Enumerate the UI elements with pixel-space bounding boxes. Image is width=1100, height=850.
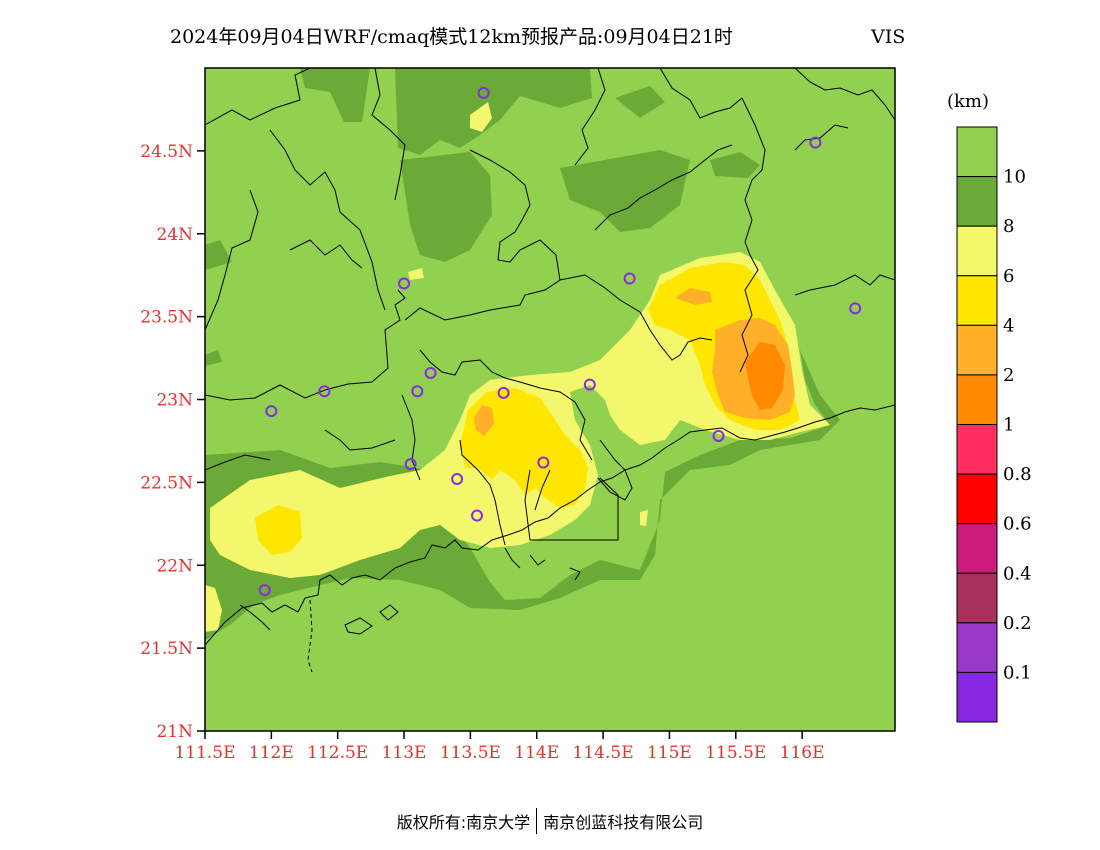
station-marker [471,509,484,522]
station-marker [265,405,278,418]
y-tick-label: 21.5N [140,639,193,659]
legend-label: 0.4 [1003,563,1032,584]
y-tick-label: 23.5N [140,308,193,328]
vis-1km-zones [745,342,785,410]
legend-swatch [956,324,998,376]
legend-swatch [956,572,998,624]
footer-separator [536,808,538,834]
y-tick-label: 24.5N [140,142,193,162]
legend-swatch [956,275,998,326]
station-marker [318,385,331,398]
legend-label: 6 [1003,266,1014,287]
station-marker [398,277,411,290]
x-tick-label: 112E [249,743,294,763]
legend-label: 8 [1003,216,1014,237]
legend-swatch [956,671,998,723]
station-marker [537,456,550,469]
x-tick-label: 114E [514,743,559,763]
station-marker [411,385,424,398]
station-marker [497,386,510,399]
station-marker [623,272,636,285]
legend-label: 0.1 [1003,662,1032,683]
station-marker [477,86,490,99]
legend-label: 2 [1003,365,1014,386]
legend-swatch [956,176,998,227]
legend-label: 0.8 [1003,464,1032,485]
legend-swatch [956,523,998,574]
y-tick-label: 22.5N [140,473,193,493]
legend-label: 0.6 [1003,514,1032,535]
station-marker [583,378,596,391]
x-tick-label: 112.5E [307,743,368,763]
longitude-axis: 111.5E 112E 112.5E 113E 113.5E 114E 114.5E 115E… [174,731,825,763]
legend-unit: (km) [947,91,989,112]
coastline [205,404,895,673]
legend-swatch [956,126,998,178]
legend-swatch [956,374,998,425]
station-markers [258,86,862,597]
station-marker [712,429,725,442]
admin-boundaries [205,68,895,546]
station-marker [404,458,417,471]
x-tick-label: 111.5E [174,743,235,763]
latitude-axis: 24.5N 24N 23.5N 23N 22.5N 22N 21.5N 21N [140,142,205,742]
legend-label: 10 [1003,167,1026,188]
copyright-footer: 版权所有:南京大学 南京创蓝科技有限公司 [0,808,1100,834]
x-tick-label: 113E [382,743,427,763]
legend-label: 0.2 [1003,613,1032,634]
y-tick-label: 24N [156,225,193,245]
station-marker [451,473,464,486]
y-tick-label: 21N [156,722,193,742]
station-marker [849,302,862,315]
map-panel [205,68,895,731]
figure-title: 2024年09月04日WRF/cmaq模式12km预报产品:09月04日21时 [170,26,733,48]
vis-8km-zones [205,68,840,640]
station-marker [809,136,822,149]
station-marker [424,366,437,379]
colorbar-legend: 10 8 6 4 2 1 0.8 0.6 0.4 0.2 0.1 [956,126,1032,723]
legend-swatch [956,473,998,525]
x-tick-label: 116E [780,743,825,763]
x-tick-label: 114.5E [573,743,634,763]
copyright-right: 南京创蓝科技有限公司 [543,813,704,832]
x-tick-label: 115.5E [705,743,766,763]
legend-label: 4 [1003,315,1014,336]
legend-swatch [956,622,998,673]
y-tick-label: 22N [156,556,193,576]
legend-label: 1 [1003,415,1014,436]
x-tick-label: 115E [647,743,692,763]
copyright-left: 版权所有:南京大学 [396,813,531,832]
x-tick-label: 113.5E [440,743,501,763]
y-tick-label: 23N [156,391,193,411]
legend-swatch [956,424,998,475]
station-marker [258,584,271,597]
variable-label: VIS [870,26,905,48]
legend-swatch [956,225,998,277]
